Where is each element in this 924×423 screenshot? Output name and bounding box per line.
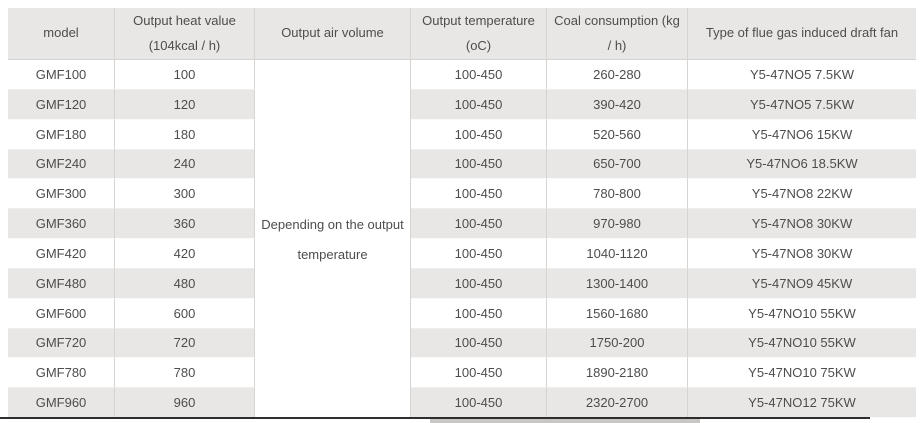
cell-heat_value: 100 xyxy=(115,60,255,90)
cell-temperature: 100-450 xyxy=(411,358,547,389)
cell-model: GMF180 xyxy=(8,119,115,150)
cell-temperature: 100-450 xyxy=(411,239,547,269)
header-label-line: Type of flue gas induced draft fan xyxy=(705,25,899,41)
cell-heat_value: 120 xyxy=(115,89,255,120)
cell-coal_consumption: 520-560 xyxy=(547,119,688,150)
header-label-line: (oC) xyxy=(465,37,492,53)
cell-fan_type: Y5-47NO12 75KW xyxy=(688,388,916,418)
cell-temperature: 100-450 xyxy=(411,298,547,329)
cell-temperature: 100-450 xyxy=(411,268,547,299)
column-header-air_volume: Output air volume xyxy=(255,8,411,60)
cell-fan_type: Y5-47NO9 45KW xyxy=(688,268,916,299)
cell-temperature: 100-450 xyxy=(411,60,547,90)
cell-temperature: 100-450 xyxy=(411,209,547,239)
cell-coal_consumption: 390-420 xyxy=(547,89,688,120)
header-label-line: Output temperature xyxy=(422,13,535,29)
cell-heat_value: 240 xyxy=(115,149,255,180)
cell-coal_consumption: 260-280 xyxy=(547,60,688,90)
cell-temperature: 100-450 xyxy=(411,388,547,418)
cell-model: GMF360 xyxy=(8,209,115,239)
cell-heat_value: 300 xyxy=(115,179,255,210)
cell-model: GMF960 xyxy=(8,388,115,418)
cell-temperature: 100-450 xyxy=(411,89,547,120)
cell-coal_consumption: 1560-1680 xyxy=(547,298,688,329)
cell-model: GMF120 xyxy=(8,89,115,120)
cell-model: GMF600 xyxy=(8,298,115,329)
cell-coal_consumption: 780-800 xyxy=(547,179,688,210)
cell-model: GMF300 xyxy=(8,179,115,210)
column-header-temperature: Output temperature (oC) xyxy=(411,8,547,60)
cell-coal_consumption: 1750-200 xyxy=(547,328,688,359)
cell-fan_type: Y5-47NO8 22KW xyxy=(688,179,916,210)
header-label-line: model xyxy=(43,25,79,41)
cell-temperature: 100-450 xyxy=(411,119,547,150)
cell-heat_value: 600 xyxy=(115,298,255,329)
cell-model: GMF420 xyxy=(8,239,115,269)
header-label-line: / h) xyxy=(607,37,627,53)
cell-heat_value: 360 xyxy=(115,209,255,239)
cell-heat_value: 780 xyxy=(115,358,255,389)
bottom-border-line xyxy=(0,417,870,419)
cell-fan_type: Y5-47NO10 55KW xyxy=(688,298,916,329)
cell-fan_type: Y5-47NO6 18.5KW xyxy=(688,149,916,180)
cell-coal_consumption: 650-700 xyxy=(547,149,688,180)
cell-heat_value: 420 xyxy=(115,239,255,269)
cell-heat_value: 720 xyxy=(115,328,255,359)
cell-fan_type: Y5-47NO10 55KW xyxy=(688,328,916,359)
cell-heat_value: 960 xyxy=(115,388,255,418)
cell-fan_type: Y5-47NO5 7.5KW xyxy=(688,89,916,120)
cell-coal_consumption: 970-980 xyxy=(547,209,688,239)
horizontal-scrollbar-thumb[interactable] xyxy=(430,419,700,423)
cell-heat_value: 480 xyxy=(115,268,255,299)
cell-temperature: 100-450 xyxy=(411,149,547,180)
cell-fan_type: Y5-47NO8 30KW xyxy=(688,239,916,269)
cell-coal_consumption: 1040-1120 xyxy=(547,239,688,269)
header-label-line: Output air volume xyxy=(281,25,384,41)
cell-heat_value: 180 xyxy=(115,119,255,150)
cell-model: GMF480 xyxy=(8,268,115,299)
header-label-line: (104kcal / h) xyxy=(148,37,221,53)
cell-model: GMF240 xyxy=(8,149,115,180)
cell-temperature: 100-450 xyxy=(411,179,547,210)
air-volume-note-line: Depending on the output xyxy=(261,216,404,232)
cell-coal_consumption: 1300-1400 xyxy=(547,268,688,299)
air-volume-merged-cell: Depending on the output temperature xyxy=(255,60,411,418)
air-volume-note-line: temperature xyxy=(297,246,368,262)
header-label-line: Coal consumption (kg xyxy=(554,13,680,29)
cell-model: GMF780 xyxy=(8,358,115,389)
cell-fan_type: Y5-47NO5 7.5KW xyxy=(688,60,916,90)
column-header-heat_value: Output heat value (104kcal / h) xyxy=(115,8,255,60)
boiler-spec-table: Depending on the output temperature model… xyxy=(8,8,916,418)
header-label-line: Output heat value xyxy=(133,13,236,29)
cell-fan_type: Y5-47NO8 30KW xyxy=(688,209,916,239)
column-header-model: model xyxy=(8,8,115,60)
cell-model: GMF720 xyxy=(8,328,115,359)
cell-temperature: 100-450 xyxy=(411,328,547,359)
cell-coal_consumption: 2320-2700 xyxy=(547,388,688,418)
cell-fan_type: Y5-47NO6 15KW xyxy=(688,119,916,150)
column-header-coal_consumption: Coal consumption (kg / h) xyxy=(547,8,688,60)
cell-coal_consumption: 1890-2180 xyxy=(547,358,688,389)
column-header-fan_type: Type of flue gas induced draft fan xyxy=(688,8,916,60)
cell-fan_type: Y5-47NO10 75KW xyxy=(688,358,916,389)
cell-model: GMF100 xyxy=(8,60,115,90)
